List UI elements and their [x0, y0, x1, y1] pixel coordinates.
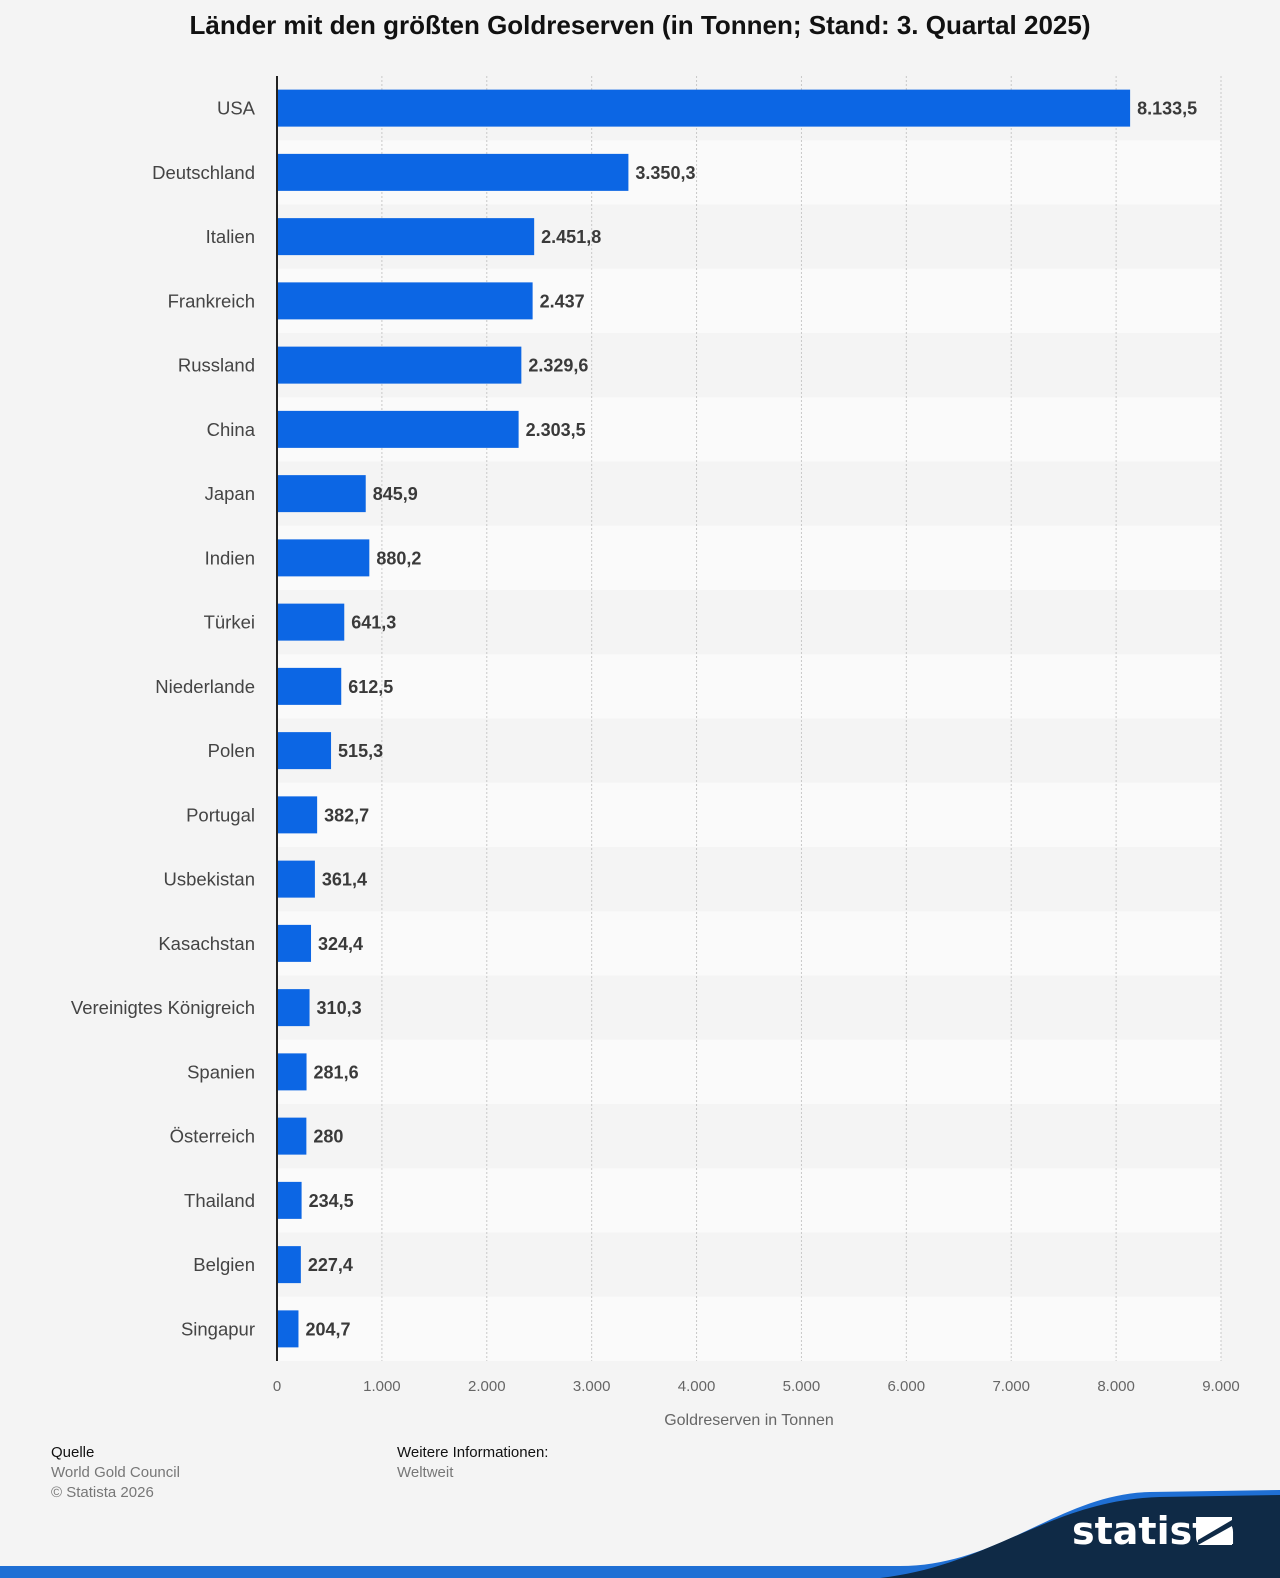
bar[interactable]: [277, 282, 533, 320]
row-band: [277, 911, 1221, 976]
value-label: 880,2: [376, 548, 421, 568]
bar[interactable]: [277, 218, 535, 256]
bar[interactable]: [277, 346, 522, 384]
x-tick-label: 2.000: [468, 1378, 506, 1395]
value-label: 8.133,5: [1137, 99, 1197, 119]
bar[interactable]: [277, 860, 315, 898]
bar[interactable]: [277, 989, 310, 1027]
row-band: [277, 525, 1221, 590]
bar[interactable]: [277, 796, 318, 834]
row-band: [277, 1168, 1221, 1233]
x-tick-label: 1.000: [363, 1378, 401, 1395]
x-tick-label: 7.000: [992, 1378, 1030, 1395]
tick-labels: 0 1.000 2.000 3.000 4.000 5.000 6.000 7.000 8.00…: [273, 1378, 1240, 1395]
x-tick-label: 0: [273, 1378, 281, 1395]
source-heading: Quelle: [51, 1444, 95, 1461]
bars: [277, 89, 1131, 1348]
category-label: Belgien: [193, 1254, 255, 1275]
category-label: Usbekistan: [163, 869, 255, 890]
category-label: China: [207, 419, 256, 440]
value-label: 227,4: [308, 1255, 353, 1275]
info-value: Weltweit: [397, 1464, 454, 1481]
value-label: 324,4: [318, 934, 363, 954]
bar[interactable]: [277, 1117, 307, 1155]
value-label: 3.350,3: [635, 163, 695, 183]
value-label: 641,3: [351, 613, 396, 633]
value-label: 382,7: [324, 805, 369, 825]
value-label: 204,7: [305, 1319, 350, 1339]
category-label: Deutschland: [152, 162, 255, 183]
value-label: 281,6: [314, 1062, 359, 1082]
category-label: Türkei: [204, 612, 255, 633]
category-label: Portugal: [186, 804, 255, 825]
bar[interactable]: [277, 603, 345, 641]
category-label: Thailand: [184, 1190, 255, 1211]
value-label: 515,3: [338, 741, 383, 761]
category-label: Niederlande: [155, 676, 255, 697]
x-tick-label: 3.000: [573, 1378, 611, 1395]
copyright-text: © Statista 2026: [51, 1484, 154, 1501]
source-link[interactable]: World Gold Council: [51, 1464, 180, 1481]
bar[interactable]: [277, 1053, 307, 1091]
category-labels: USA Deutschland Italien Frankreich Russland C…: [71, 98, 256, 1340]
value-label: 845,9: [373, 484, 418, 504]
category-label: Österreich: [170, 1126, 255, 1147]
row-band: [277, 1296, 1221, 1361]
category-label: Frankreich: [168, 290, 255, 311]
bar[interactable]: [277, 539, 370, 577]
category-label: Singapur: [181, 1318, 255, 1339]
category-label: Vereinigtes Königreich: [71, 997, 255, 1018]
category-label: Indien: [205, 547, 255, 568]
bar[interactable]: [277, 924, 312, 962]
value-labels: 8.133,5 3.350,3 2.451,8 2.437 2.329,6 2.303,5…: [305, 99, 1197, 1340]
x-tick-label: 9.000: [1202, 1378, 1240, 1395]
bar[interactable]: [277, 1246, 301, 1284]
category-label: USA: [217, 98, 256, 119]
source-block: Quelle World Gold Council © Statista 202…: [51, 1443, 180, 1503]
value-label: 280: [313, 1127, 343, 1147]
category-label: Italien: [206, 226, 255, 247]
bar[interactable]: [277, 1310, 299, 1348]
category-label: Spanien: [187, 1061, 255, 1082]
value-label: 2.329,6: [528, 356, 588, 376]
info-heading: Weitere Informationen:: [397, 1444, 549, 1461]
row-band: [277, 654, 1221, 719]
bar[interactable]: [277, 732, 332, 770]
row-band: [277, 782, 1221, 847]
value-label: 310,3: [317, 998, 362, 1018]
x-tick-label: 4.000: [678, 1378, 716, 1395]
x-tick-label: 6.000: [888, 1378, 926, 1395]
bar[interactable]: [277, 89, 1131, 127]
value-label: 2.451,8: [541, 227, 601, 247]
category-label: Japan: [205, 483, 255, 504]
category-label: Russland: [178, 355, 255, 376]
bar[interactable]: [277, 667, 342, 705]
value-label: 2.303,5: [526, 420, 586, 440]
x-tick-label: 5.000: [783, 1378, 821, 1395]
info-block: Weitere Informationen: Weltweit: [397, 1443, 548, 1483]
chart-title: Länder mit den größten Goldreserven (in …: [189, 10, 1091, 40]
bar[interactable]: [277, 1181, 302, 1219]
bar[interactable]: [277, 475, 366, 513]
category-label: Kasachstan: [158, 933, 255, 954]
row-band: [277, 1039, 1221, 1104]
value-label: 612,5: [348, 677, 393, 697]
value-label: 234,5: [309, 1191, 354, 1211]
bar[interactable]: [277, 153, 629, 191]
x-axis-title: Goldreserven in Tonnen: [664, 1412, 834, 1429]
value-label: 2.437: [540, 291, 585, 311]
category-label: Polen: [208, 740, 255, 761]
row-bands: [277, 140, 1221, 1361]
x-tick-label: 8.000: [1097, 1378, 1135, 1395]
bar[interactable]: [277, 410, 519, 448]
value-label: 361,4: [322, 870, 367, 890]
